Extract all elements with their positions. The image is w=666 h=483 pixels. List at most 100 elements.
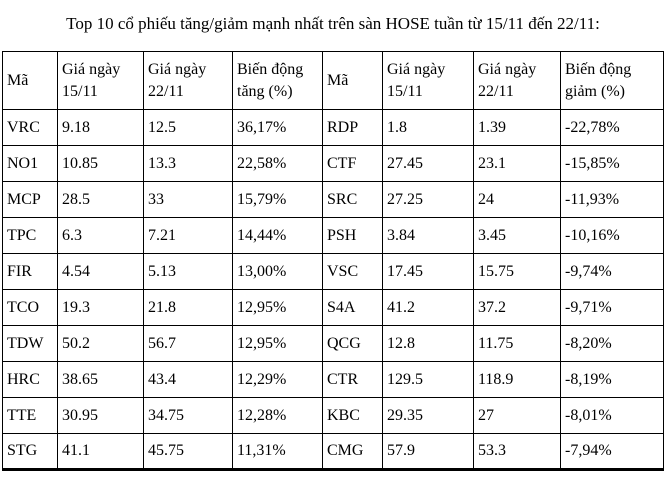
- col-header-code: Mã: [2, 51, 58, 111]
- col-header-price-22-11: Giá ngày 22/11: [143, 51, 233, 111]
- gainer-code-cell: NO1: [2, 145, 58, 183]
- gainer-price-22-11-cell: 21.8: [143, 289, 233, 327]
- gainer-code-cell: TPC: [2, 217, 58, 255]
- gainer-price-15-11-cell: 30.95: [57, 397, 144, 435]
- gainer-change-cell: 36,17%: [232, 109, 323, 147]
- loser-price-15-11-cell: 29.35: [382, 397, 474, 435]
- col-header-price-15-11: Giá ngày 15/11: [57, 51, 144, 111]
- gainer-change-cell: 12,95%: [232, 325, 323, 363]
- loser-change-cell: -11,93%: [560, 181, 664, 219]
- gainer-change-cell: 15,79%: [232, 181, 323, 219]
- loser-price-15-11-cell: 41.2: [382, 289, 474, 327]
- loser-price-15-11-cell: 1.8: [382, 109, 474, 147]
- loser-code-cell: QCG: [322, 325, 383, 363]
- gainer-code-cell: TTE: [2, 397, 58, 435]
- gainer-code-cell: FIR: [2, 253, 58, 291]
- table-header: Mã Giá ngày 15/11 Giá ngày 22/11 Biến độ…: [2, 51, 664, 111]
- loser-code-cell: CTR: [322, 361, 383, 399]
- loser-code-cell: RDP: [322, 109, 383, 147]
- loser-price-22-11-cell: 15.75: [473, 253, 561, 291]
- gainer-code-cell: TCO: [2, 289, 58, 327]
- loser-code-cell: S4A: [322, 289, 383, 327]
- col-header-change-down: Biến động giảm (%): [560, 51, 664, 111]
- gainer-price-22-11-cell: 13.3: [143, 145, 233, 183]
- gainer-change-cell: 12,95%: [232, 289, 323, 327]
- gainer-price-15-11-cell: 6.3: [57, 217, 144, 255]
- gainer-price-15-11-cell: 19.3: [57, 289, 144, 327]
- loser-code-cell: CMG: [322, 433, 383, 471]
- loser-change-cell: -9,74%: [560, 253, 664, 291]
- loser-change-cell: -8,19%: [560, 361, 664, 399]
- gainer-code-cell: VRC: [2, 109, 58, 147]
- gainer-price-22-11-cell: 43.4: [143, 361, 233, 399]
- col-header-price-22-11-2: Giá ngày 22/11: [473, 51, 561, 111]
- gainer-change-cell: 22,58%: [232, 145, 323, 183]
- table-row: HRC 38.65 43.4 12,29% CTR 129.5 118.9 -8,19%: [2, 361, 664, 399]
- loser-price-22-11-cell: 11.75: [473, 325, 561, 363]
- gainer-change-cell: 13,00%: [232, 253, 323, 291]
- hose-top10-table: Mã Giá ngày 15/11 Giá ngày 22/11 Biến độ…: [2, 51, 664, 472]
- gainer-price-22-11-cell: 34.75: [143, 397, 233, 435]
- loser-price-15-11-cell: 17.45: [382, 253, 474, 291]
- gainer-change-cell: 14,44%: [232, 217, 323, 255]
- loser-code-cell: SRC: [322, 181, 383, 219]
- gainer-price-22-11-cell: 33: [143, 181, 233, 219]
- gainer-price-15-11-cell: 28.5: [57, 181, 144, 219]
- col-header-change-up: Biến động tăng (%): [232, 51, 323, 111]
- gainer-price-22-11-cell: 56.7: [143, 325, 233, 363]
- loser-price-22-11-cell: 1.39: [473, 109, 561, 147]
- table-row: TCO 19.3 21.8 12,95% S4A 41.2 37.2 -9,71%: [2, 289, 664, 327]
- header-row: Mã Giá ngày 15/11 Giá ngày 22/11 Biến độ…: [2, 51, 664, 111]
- loser-price-15-11-cell: 12.8: [382, 325, 474, 363]
- loser-price-15-11-cell: 27.45: [382, 145, 474, 183]
- table-row: TDW 50.2 56.7 12,95% QCG 12.8 11.75 -8,20%: [2, 325, 664, 363]
- gainer-code-cell: STG: [2, 433, 58, 471]
- loser-price-15-11-cell: 129.5: [382, 361, 474, 399]
- loser-price-22-11-cell: 27: [473, 397, 561, 435]
- table-row: TTE 30.95 34.75 12,28% KBC 29.35 27 -8,01%: [2, 397, 664, 435]
- gainer-price-15-11-cell: 10.85: [57, 145, 144, 183]
- table-row: TPC 6.3 7.21 14,44% PSH 3.84 3.45 -10,16%: [2, 217, 664, 255]
- loser-price-15-11-cell: 3.84: [382, 217, 474, 255]
- loser-code-cell: PSH: [322, 217, 383, 255]
- gainer-price-15-11-cell: 38.65: [57, 361, 144, 399]
- gainer-price-15-11-cell: 4.54: [57, 253, 144, 291]
- loser-price-22-11-cell: 3.45: [473, 217, 561, 255]
- gainer-price-15-11-cell: 50.2: [57, 325, 144, 363]
- loser-price-22-11-cell: 24: [473, 181, 561, 219]
- table-row: NO1 10.85 13.3 22,58% CTF 27.45 23.1 -15,85%: [2, 145, 664, 183]
- loser-price-22-11-cell: 23.1: [473, 145, 561, 183]
- gainer-price-22-11-cell: 12.5: [143, 109, 233, 147]
- col-header-code-2: Mã: [322, 51, 383, 111]
- gainer-price-15-11-cell: 41.1: [57, 433, 144, 471]
- loser-price-22-11-cell: 118.9: [473, 361, 561, 399]
- loser-change-cell: -7,94%: [560, 433, 664, 471]
- gainer-price-15-11-cell: 9.18: [57, 109, 144, 147]
- loser-change-cell: -8,20%: [560, 325, 664, 363]
- loser-price-22-11-cell: 37.2: [473, 289, 561, 327]
- gainer-code-cell: MCP: [2, 181, 58, 219]
- table-body: VRC 9.18 12.5 36,17% RDP 1.8 1.39 -22,78% NO1 10.…: [2, 109, 664, 471]
- table-row: STG 41.1 45.75 11,31% CMG 57.9 53.3 -7,94%: [2, 433, 664, 471]
- gainer-code-cell: HRC: [2, 361, 58, 399]
- table-title: Top 10 cổ phiếu tăng/giảm mạnh nhất trên…: [66, 14, 600, 33]
- loser-change-cell: -9,71%: [560, 289, 664, 327]
- gainer-price-22-11-cell: 5.13: [143, 253, 233, 291]
- loser-change-cell: -8,01%: [560, 397, 664, 435]
- loser-code-cell: VSC: [322, 253, 383, 291]
- table-row: MCP 28.5 33 15,79% SRC 27.25 24 -11,93%: [2, 181, 664, 219]
- loser-code-cell: KBC: [322, 397, 383, 435]
- gainer-code-cell: TDW: [2, 325, 58, 363]
- loser-change-cell: -15,85%: [560, 145, 664, 183]
- loser-price-15-11-cell: 57.9: [382, 433, 474, 471]
- loser-change-cell: -10,16%: [560, 217, 664, 255]
- gainer-price-22-11-cell: 45.75: [143, 433, 233, 471]
- loser-code-cell: CTF: [322, 145, 383, 183]
- loser-price-22-11-cell: 53.3: [473, 433, 561, 471]
- gainer-change-cell: 12,29%: [232, 361, 323, 399]
- gainer-change-cell: 11,31%: [232, 433, 323, 471]
- gainer-price-22-11-cell: 7.21: [143, 217, 233, 255]
- col-header-price-15-11-2: Giá ngày 15/11: [382, 51, 474, 111]
- table-row: VRC 9.18 12.5 36,17% RDP 1.8 1.39 -22,78%: [2, 109, 664, 147]
